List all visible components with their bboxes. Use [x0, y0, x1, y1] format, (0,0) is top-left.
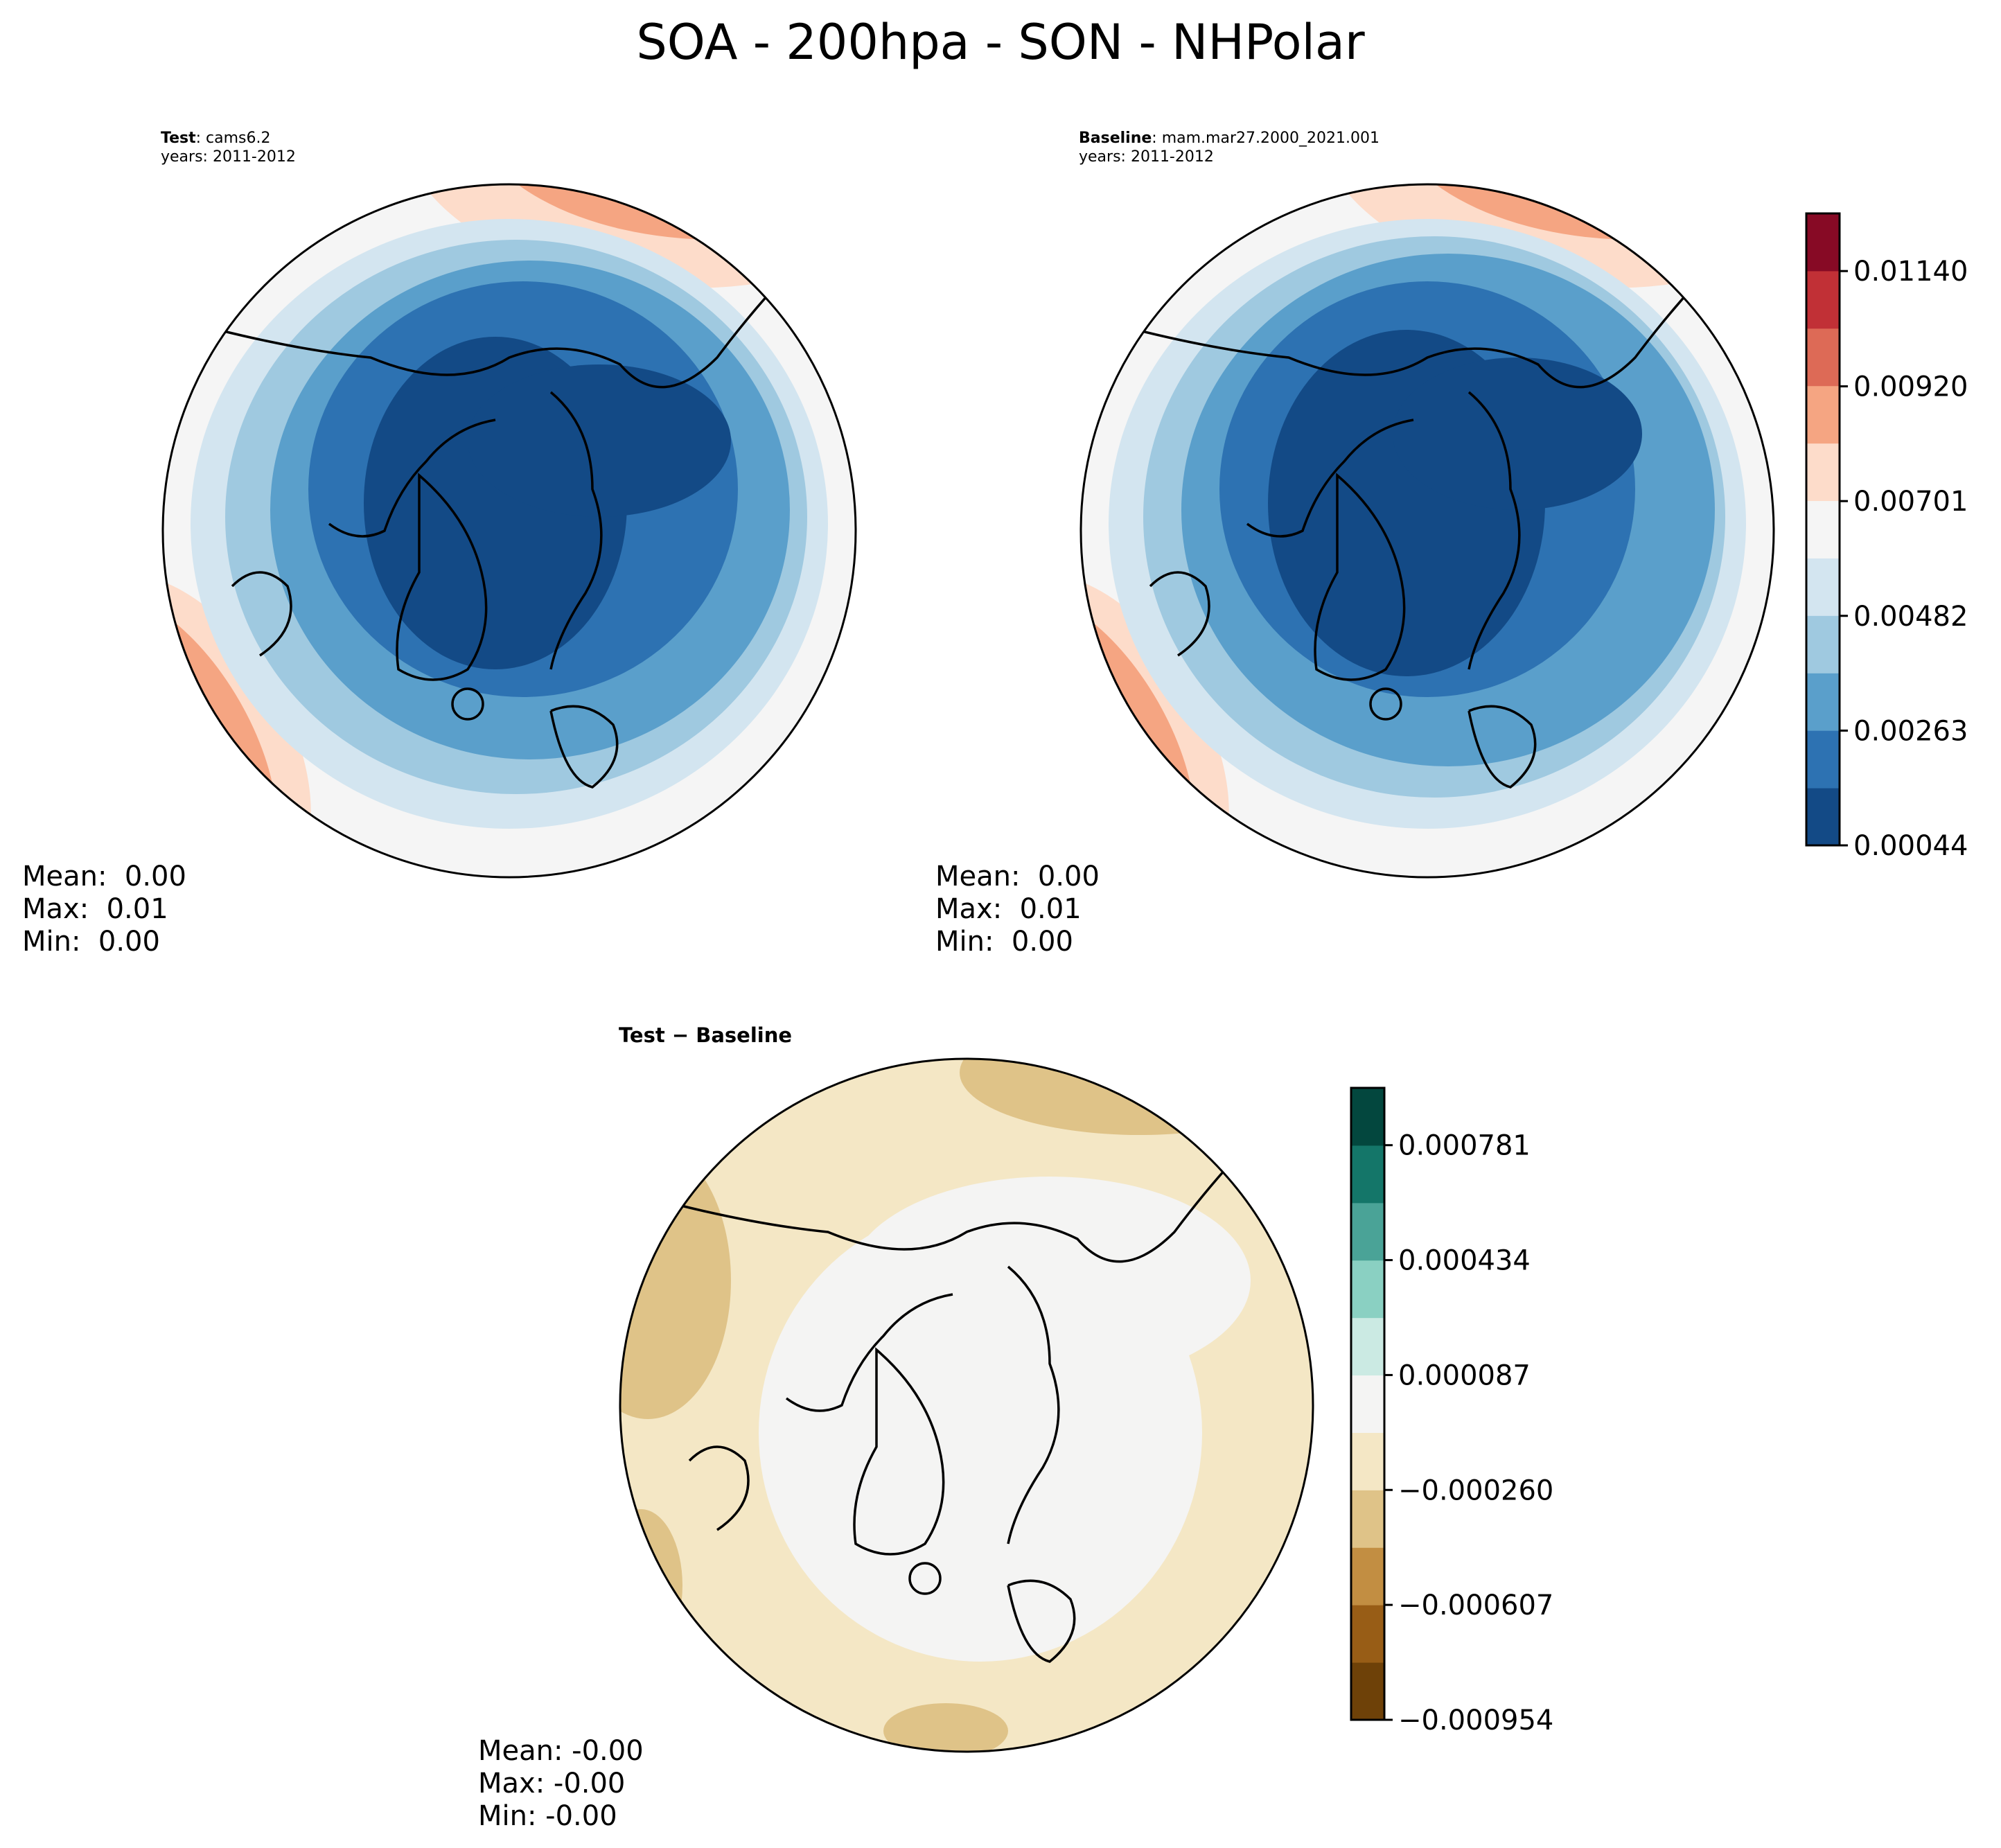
diff-stat-mean: Mean: -0.00 — [478, 1735, 644, 1767]
test-colorbar-tick-label: 0.00263 — [1853, 715, 1968, 747]
diff-colorbar-bin — [1351, 1202, 1384, 1261]
diff-colorbar-tick-label: 0.000087 — [1398, 1359, 1531, 1391]
diff-colorbar-tick-label: −0.000607 — [1398, 1590, 1553, 1621]
diff-colorbar-bin — [1351, 1088, 1384, 1146]
diff-colorbar-bin — [1351, 1605, 1384, 1663]
baseline-stats: Mean: 0.00 Max: 0.01 Min: 0.00 — [935, 861, 1100, 958]
baseline-stat-max: Max: 0.01 — [935, 893, 1082, 925]
diff-stats: Mean: -0.00 Max: -0.00 Min: -0.00 — [478, 1735, 644, 1833]
test-years: years: 2011-2012 — [161, 148, 296, 166]
diff-colorbar-tick-label: 0.000781 — [1398, 1130, 1531, 1162]
test-colorbar-bin — [1806, 328, 1840, 387]
test-colorbar-bin — [1806, 673, 1840, 731]
diff-stat-min: Min: -0.00 — [478, 1800, 617, 1832]
diff-colorbar: −0.000954 −0.000607 −0.000260 0.000087 0.000… — [1350, 1086, 1553, 1736]
test-colorbar-tick-label: 0.00482 — [1853, 601, 1968, 633]
diff-colorbar-bin — [1351, 1145, 1384, 1204]
figure-title: SOA - 200hpa - SON - NHPolar — [636, 14, 1365, 71]
test-colorbar-bin — [1806, 730, 1840, 789]
test-label: Test — [161, 130, 196, 147]
diff-map — [619, 1057, 1314, 1753]
test-colorbar-bin — [1806, 443, 1840, 502]
test-stat-min: Min: 0.00 — [22, 926, 160, 958]
test-colorbar-tick-label: 0.00920 — [1853, 371, 1968, 403]
test-colorbar-bin — [1806, 788, 1840, 846]
baseline-stat-mean: Mean: 0.00 — [935, 861, 1100, 892]
diff-colorbar-bin — [1351, 1490, 1384, 1548]
baseline-map — [1079, 183, 1775, 879]
diff-colorbar-tick-label: −0.000954 — [1398, 1705, 1553, 1736]
baseline-case-name: : mam.mar27.2000_2021.001 — [1152, 130, 1379, 147]
test-colorbar-frame — [1805, 212, 1841, 847]
test-baseline-colorbar: 0.00044 0.00263 0.00482 0.00701 0.00920 0.011… — [1805, 212, 1968, 862]
diff-colorbar-bin — [1351, 1547, 1384, 1605]
test-stats: Mean: 0.00 Max: 0.01 Min: 0.00 — [22, 861, 186, 958]
baseline-label: Baseline — [1079, 130, 1152, 147]
test-map — [161, 183, 857, 879]
test-stat-mean: Mean: 0.00 — [22, 861, 186, 892]
test-stat-max: Max: 0.01 — [22, 893, 168, 925]
test-colorbar-tick-label: 0.00701 — [1853, 486, 1968, 518]
diff-colorbar-frame — [1350, 1086, 1386, 1721]
test-case-name: : cams6.2 — [195, 130, 271, 147]
diff-stat-max: Max: -0.00 — [478, 1768, 626, 1799]
diff-colorbar-tick-label: −0.000260 — [1398, 1475, 1553, 1506]
test-colorbar-bin — [1806, 213, 1840, 272]
test-colorbar-bin — [1806, 500, 1840, 558]
baseline-years: years: 2011-2012 — [1079, 148, 1214, 166]
baseline-panel-header: Baseline: mam.mar27.2000_2021.001 years:… — [1079, 129, 1379, 166]
test-panel-header: Test: cams6.2 years: 2011-2012 — [161, 129, 296, 166]
diff-colorbar-tick-label: 0.000434 — [1398, 1245, 1531, 1277]
diff-panel-title: Test − Baseline — [619, 1023, 793, 1047]
diff-colorbar-bin — [1351, 1317, 1384, 1376]
diff-colorbar-bin — [1351, 1662, 1384, 1721]
test-colorbar-tick-label: 0.01140 — [1853, 256, 1968, 288]
diff-colorbar-bin — [1351, 1375, 1384, 1433]
baseline-stat-min: Min: 0.00 — [935, 926, 1073, 958]
test-colorbar-bin — [1806, 270, 1840, 329]
test-colorbar-bin — [1806, 558, 1840, 616]
diff-colorbar-bin — [1351, 1432, 1384, 1490]
test-colorbar-tick-label: 0.00044 — [1853, 830, 1968, 862]
diff-colorbar-bin — [1351, 1260, 1384, 1319]
test-colorbar-bin — [1806, 385, 1840, 444]
test-colorbar-bin — [1806, 615, 1840, 674]
